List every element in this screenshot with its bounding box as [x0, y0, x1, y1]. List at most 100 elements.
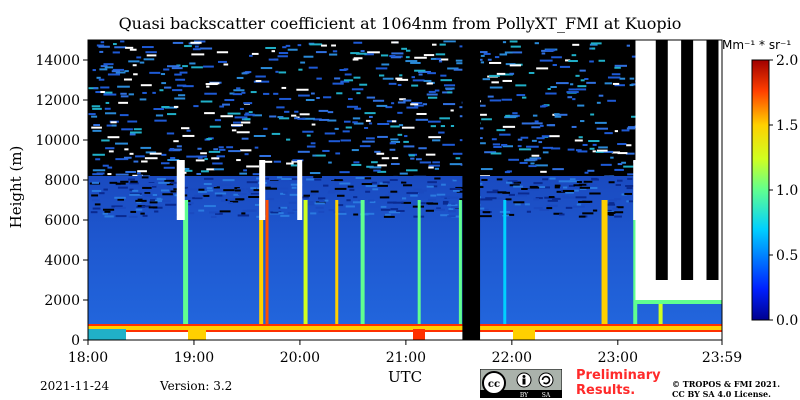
speckle: [391, 120, 397, 123]
speckle: [215, 212, 223, 215]
speckle: [487, 95, 494, 98]
speckle: [559, 65, 571, 68]
speckle: [136, 56, 142, 59]
speckle: [482, 78, 491, 81]
speckle: [390, 140, 401, 143]
speckle: [494, 56, 500, 59]
speckle: [500, 73, 513, 76]
speckle: [621, 129, 630, 132]
speckle: [566, 91, 579, 94]
speckle: [440, 195, 450, 198]
speckle: [103, 93, 117, 96]
y-tick-label: 2000: [44, 293, 80, 309]
speckle: [405, 60, 418, 63]
speckle: [379, 182, 388, 185]
speckle: [277, 116, 284, 119]
speckle: [237, 193, 247, 196]
x-tick-label: 22:00: [492, 350, 532, 366]
speckle: [130, 210, 137, 213]
speckle: [334, 77, 341, 80]
speckle: [248, 111, 253, 114]
speckle: [349, 188, 355, 191]
speckle: [413, 188, 422, 191]
y-tick-label: 6000: [44, 213, 80, 229]
speckle: [427, 181, 437, 184]
speckle: [525, 158, 538, 161]
speckle: [110, 121, 117, 124]
speckle: [136, 172, 141, 175]
speckle: [607, 76, 621, 79]
speckle: [501, 98, 513, 101]
speckle: [614, 215, 622, 218]
speckle: [231, 129, 237, 132]
speckle: [154, 119, 167, 122]
cloud-streak: [360, 200, 365, 326]
speckle: [426, 202, 434, 205]
speckle: [128, 93, 134, 96]
speckle: [276, 106, 285, 109]
surface-layer-top: [88, 326, 722, 330]
speckle: [410, 157, 415, 160]
speckle: [621, 193, 627, 196]
speckle: [91, 189, 102, 192]
speckle: [107, 73, 121, 76]
speckle: [318, 197, 326, 200]
speckle: [443, 40, 456, 43]
speckle: [142, 214, 148, 217]
speckle: [517, 138, 523, 141]
speckle: [118, 101, 129, 104]
speckle: [552, 168, 564, 171]
speckle: [137, 170, 147, 173]
speckle: [314, 178, 322, 181]
speckle: [459, 106, 464, 109]
speckle: [149, 71, 161, 74]
speckle: [244, 118, 251, 121]
blind-zone: [88, 332, 722, 340]
speckle: [377, 135, 388, 138]
speckle: [625, 152, 635, 155]
speckle: [504, 51, 513, 54]
speckle: [298, 68, 303, 71]
speckle: [616, 206, 624, 209]
speckle: [351, 88, 364, 91]
speckle: [95, 91, 106, 94]
speckle: [496, 178, 503, 181]
speckle: [337, 194, 345, 197]
speckle: [441, 183, 446, 186]
speckle: [107, 173, 112, 176]
speckle: [278, 212, 284, 215]
speckle: [561, 195, 570, 198]
speckle: [423, 54, 435, 57]
speckle: [390, 162, 400, 165]
speckle: [305, 203, 316, 206]
speckle: [534, 42, 539, 45]
speckle: [194, 45, 199, 48]
chart-title: Quasi backscatter coefficient at 1064nm …: [118, 14, 682, 33]
speckle: [310, 190, 319, 193]
speckle: [129, 48, 137, 51]
speckle: [316, 96, 320, 99]
speckle: [100, 65, 108, 68]
speckle: [477, 207, 485, 210]
speckle: [213, 186, 220, 189]
speckle: [204, 158, 208, 161]
speckle: [281, 179, 289, 182]
speckle: [447, 91, 453, 94]
speckle: [408, 154, 415, 157]
speckle: [220, 115, 233, 118]
speckle: [339, 171, 350, 174]
speckle: [390, 190, 398, 193]
speckle: [617, 179, 623, 182]
speckle: [608, 202, 615, 205]
speckle: [414, 191, 424, 194]
speckle: [182, 134, 195, 137]
speckle: [314, 154, 326, 157]
speckle: [203, 65, 214, 68]
speckle: [448, 207, 454, 210]
speckle: [578, 136, 583, 139]
speckle: [518, 179, 529, 182]
speckle: [129, 193, 140, 196]
speckle: [267, 180, 280, 183]
speckle: [509, 72, 515, 75]
speckle: [253, 189, 263, 192]
